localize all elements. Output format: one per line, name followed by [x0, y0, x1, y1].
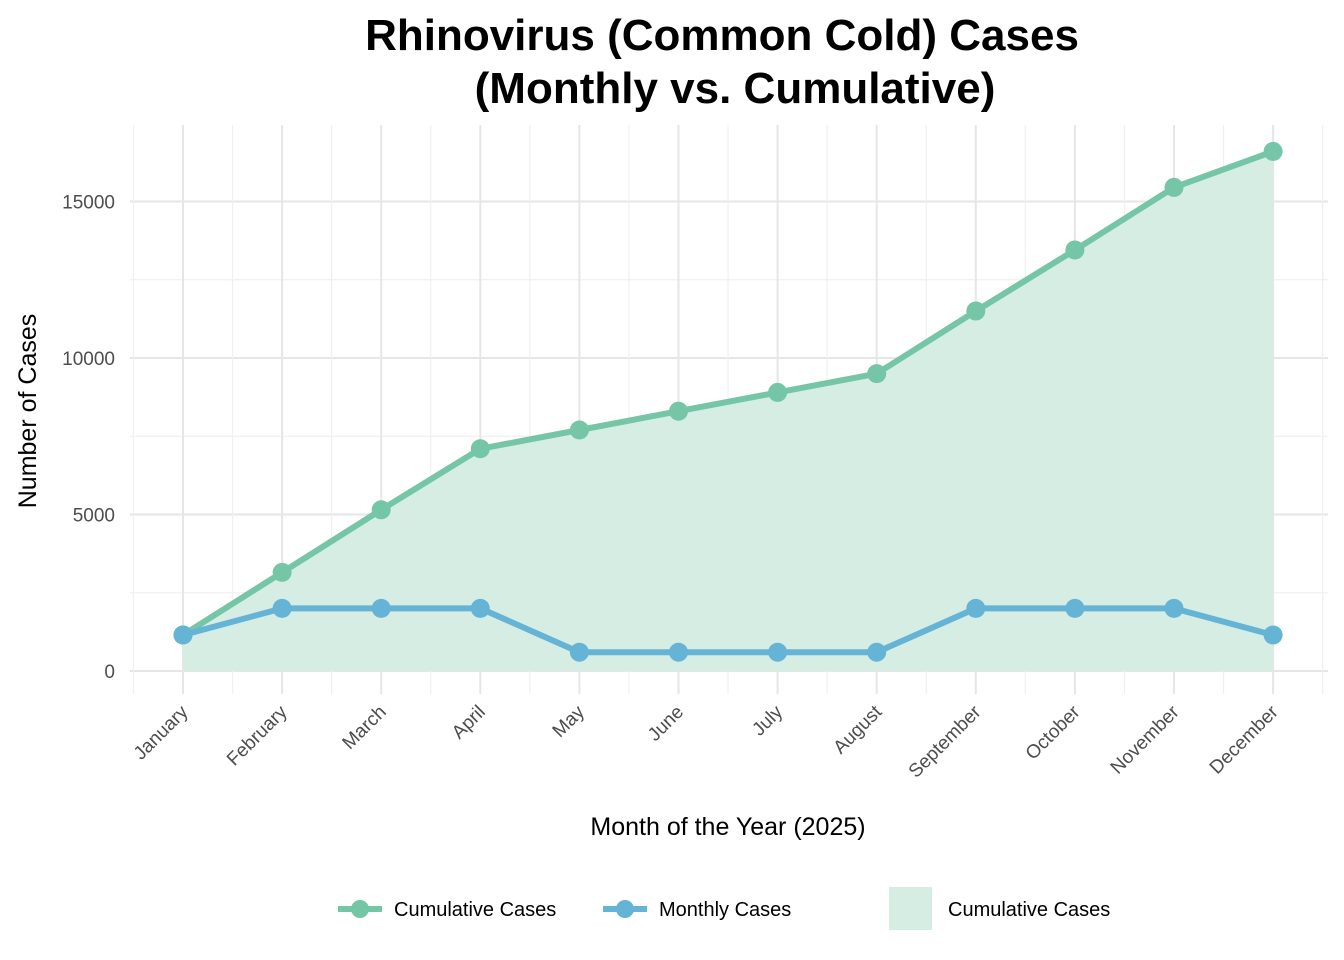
- point-monthly-cases: [173, 625, 193, 645]
- chart-title-line-1: Rhinovirus (Common Cold) Cases: [365, 11, 1079, 60]
- point-cumulative-cases: [966, 301, 986, 321]
- x-tick-label: September: [905, 701, 986, 782]
- y-tick-label: 15000: [62, 193, 115, 214]
- point-cumulative-cases: [470, 439, 490, 459]
- point-cumulative-cases: [272, 562, 292, 582]
- point-cumulative-cases: [867, 364, 887, 384]
- y-tick-label: 10000: [62, 349, 115, 370]
- legend-label-monthly: Monthly Cases: [659, 899, 791, 921]
- point-monthly-cases: [1164, 598, 1184, 618]
- x-tick-label: April: [448, 702, 490, 744]
- point-monthly-cases: [1263, 625, 1283, 645]
- x-tick-label: February: [223, 701, 292, 770]
- x-tick-labels: January February March April May June July Augu…: [130, 701, 1283, 782]
- x-tick-label: January: [130, 701, 193, 764]
- point-cumulative-cases: [1065, 240, 1085, 260]
- x-tick-label: November: [1107, 701, 1184, 778]
- x-tick-label: July: [748, 701, 787, 740]
- point-cumulative-cases: [669, 401, 688, 421]
- x-tick-label: June: [644, 702, 688, 746]
- area-layer: [183, 151, 1274, 672]
- area-cumulative-cases: [183, 151, 1274, 672]
- point-monthly-cases: [669, 642, 688, 662]
- y-tick-label: 5000: [73, 506, 115, 527]
- x-tick-label: December: [1206, 701, 1283, 778]
- legend: Cumulative Cases Monthly Cases Cumulativ…: [338, 887, 1110, 930]
- legend-label-cumulative-line: Cumulative Cases: [394, 899, 556, 921]
- point-monthly-cases: [768, 642, 788, 662]
- point-monthly-cases: [1065, 598, 1085, 618]
- point-cumulative-cases: [1164, 177, 1184, 197]
- x-tick-label: October: [1022, 701, 1085, 764]
- point-monthly-cases: [966, 598, 986, 618]
- point-monthly-cases: [470, 598, 490, 618]
- legend-marker-monthly: [616, 900, 634, 918]
- chart-title-line-2: (Monthly vs. Cumulative): [475, 64, 996, 113]
- point-monthly-cases: [272, 598, 292, 618]
- point-monthly-cases: [569, 642, 589, 662]
- x-tick-label: August: [830, 701, 887, 758]
- legend-label-cumulative-area: Cumulative Cases: [948, 899, 1110, 921]
- x-tick-label: May: [549, 701, 590, 742]
- legend-marker-cumulative: [351, 900, 369, 918]
- lines-layer: [180, 148, 1277, 656]
- line-monthly-cases: [180, 605, 1277, 656]
- line-cumulative-cases: [180, 148, 1277, 639]
- legend-swatch-area: [889, 887, 932, 930]
- x-tick-label: March: [339, 702, 391, 754]
- point-cumulative-cases: [1263, 141, 1283, 161]
- y-axis-title: Number of Cases: [14, 314, 42, 509]
- x-axis-title: Month of the Year (2025): [590, 813, 865, 841]
- point-cumulative-cases: [569, 420, 589, 440]
- point-monthly-cases: [867, 642, 887, 662]
- point-cumulative-cases: [371, 500, 391, 520]
- y-tick-labels: 0 5000 10000 15000: [62, 193, 115, 684]
- points-layer: [173, 141, 1283, 662]
- point-cumulative-cases: [768, 382, 788, 402]
- y-tick-label: 0: [104, 662, 115, 683]
- point-monthly-cases: [371, 598, 391, 618]
